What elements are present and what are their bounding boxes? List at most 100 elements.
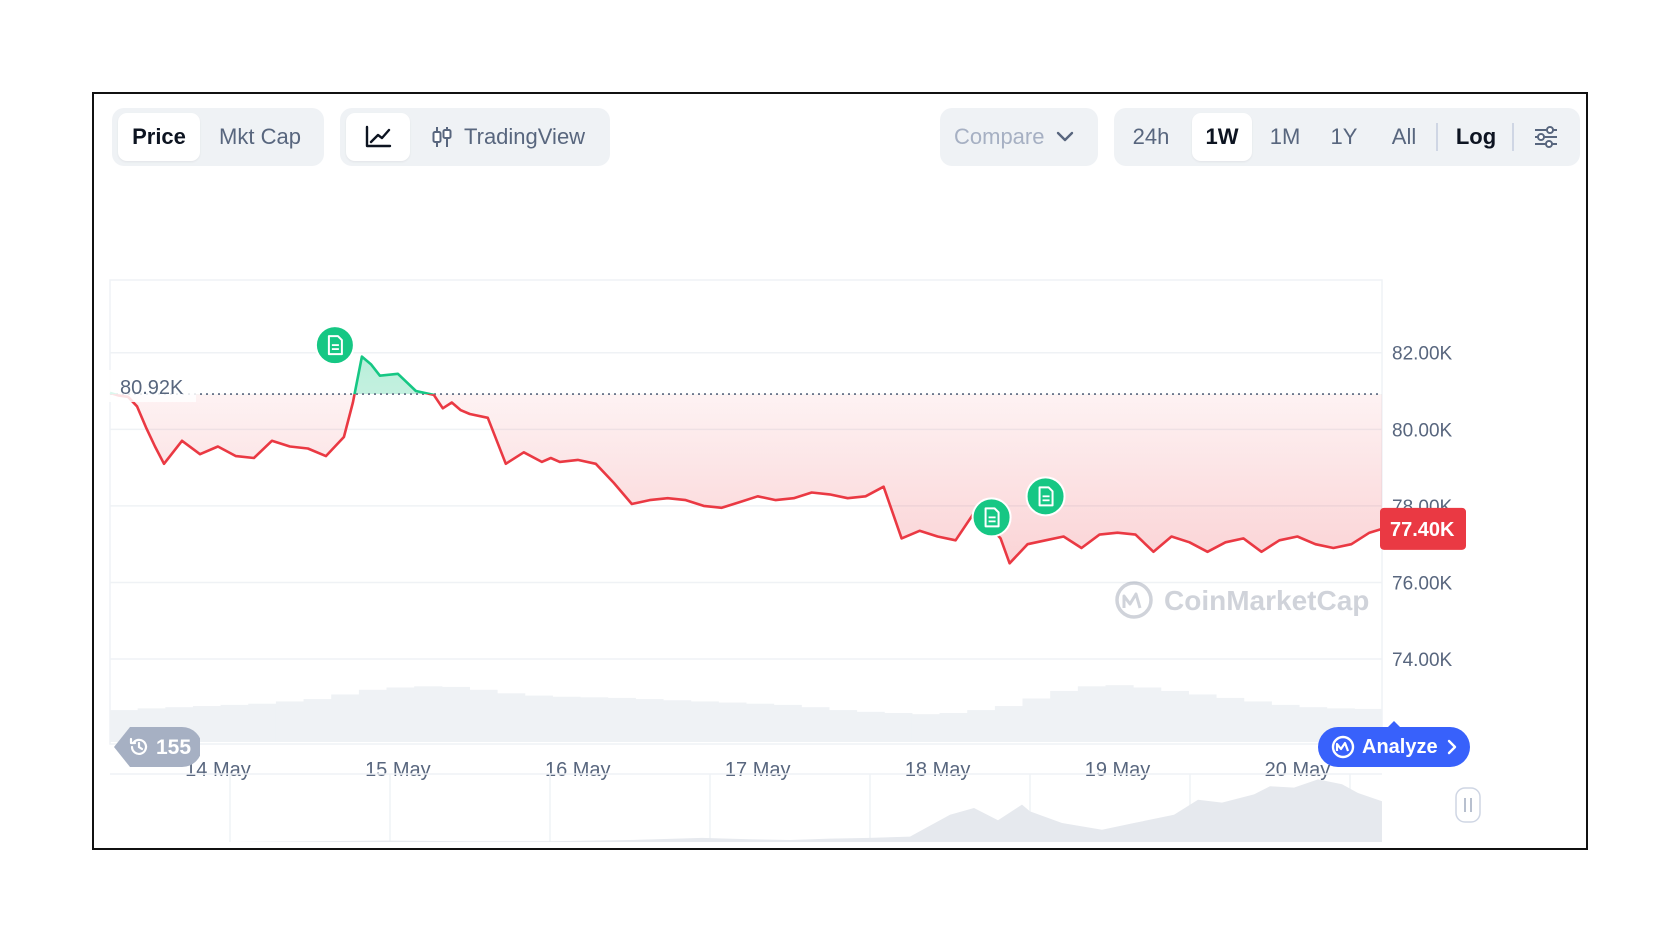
volume-bar [828,710,858,742]
watermark-text: CoinMarketCap [1164,585,1369,616]
x-tick-label: 17 May [725,759,791,781]
x-tick-label: 14 May [185,759,251,781]
coinmarketcap-logo-icon [1331,735,1355,759]
area-below-baseline [113,394,1382,564]
volume-bar [967,710,996,742]
chevron-right-icon [1447,739,1456,755]
volume-bar [552,696,581,742]
document-icon [984,507,1000,528]
navigator-handle[interactable] [1455,787,1481,823]
compare-dropdown[interactable]: Compare [940,108,1098,166]
volume-bar [1022,698,1051,742]
range-1y[interactable]: 1Y [1330,124,1358,149]
analyze-label: Analyze [1362,735,1438,758]
sliders-icon [1535,126,1557,148]
volume-bar [1077,686,1106,742]
analyze-button[interactable]: Analyze [1318,727,1470,767]
range-divider [1436,123,1438,151]
event-markers [314,325,1066,538]
range-1w[interactable]: 1W [1192,113,1252,161]
range-all[interactable]: All [1391,124,1417,149]
chevron-down-icon [1057,131,1074,142]
volume-bar [718,702,747,742]
settings-button[interactable] [1518,113,1574,161]
price-chart: CoinMarketCap 80.92K 82.00K80.00K78.00K7… [108,279,1466,781]
area-above-baseline [110,356,1382,395]
volume-bar [1050,690,1079,742]
watermark: CoinMarketCap [1115,581,1369,619]
document-icon [327,335,343,356]
navigator-area [110,779,1382,842]
x-axis: 14 May 15 May 16 May 17 May 18 May 19 May 20 M… [185,759,1330,781]
baseline-label: 80.92K [120,377,184,399]
line-chart-button[interactable] [346,113,410,161]
volume-bar [773,704,802,742]
volume-bar [1105,685,1134,742]
settings-divider [1512,123,1514,151]
volume-bar [303,699,332,742]
volume-bar [856,711,885,742]
x-tick-label: 19 May [1085,759,1151,781]
history-icon [129,737,148,755]
volume-bar [386,687,415,742]
history-count: 155 [156,736,192,759]
range-24h[interactable]: 24h [1132,124,1170,149]
current-price-tag: 77.40K [1380,507,1466,550]
volume-bar [358,689,388,742]
x-tick-label: 15 May [365,759,431,781]
analyze-pointer [1386,721,1402,729]
volume-bar [524,695,553,742]
document-icon [1038,486,1054,507]
tab-price[interactable]: Price [118,113,200,161]
y-tick-label: 82.00K [1392,344,1453,365]
volume-bar [1133,687,1162,742]
line-chart-icon [365,125,392,148]
y-tick-label: 80.00K [1392,420,1453,441]
volume-bar [497,693,526,742]
price-line-down [109,394,1383,565]
volume-bar [1160,690,1189,742]
chart-type-toggle: TradingView [340,108,610,166]
volume-bar [690,701,719,742]
candlestick-icon [432,127,452,147]
volume-bar [1243,701,1272,742]
volume-bar [275,701,305,742]
range-1m[interactable]: 1M [1269,124,1301,149]
volume-bar [331,694,360,742]
volume-bar [911,714,941,742]
range-selector: 24h 1W 1M 1Y All Log [1114,108,1580,166]
volume-bar [220,704,249,742]
volume-bar [1188,694,1217,742]
volume-bar [663,700,692,742]
x-tick-label: 18 May [905,759,971,781]
current-price-label: 77.40K [1390,519,1455,541]
history-badge[interactable]: 155 [112,726,200,768]
log-toggle[interactable]: Log [1455,124,1497,149]
volume-bar [248,703,277,742]
volume-bar [469,689,498,742]
volume-bar [414,686,443,742]
volume-bars [110,685,1383,742]
x-tick-label: 16 May [545,759,611,781]
volume-bar [939,713,968,742]
news-event-icon [971,497,1012,538]
tradingview-label: TradingView [464,124,586,149]
tradingview-button[interactable]: TradingView [416,113,606,161]
volume-bar [607,697,636,742]
range-navigator: 20122014201620182020202220242026 [110,773,1481,842]
volume-bar [635,699,664,742]
volume-bar [1216,697,1245,742]
compare-label: Compare [954,124,1045,149]
news-event-icon [314,325,355,366]
volume-bar [1271,704,1300,742]
metric-toggle: Price Mkt Cap [112,108,324,166]
volume-bar [746,703,775,742]
volume-bar [441,686,470,742]
news-event-icon [1025,476,1066,517]
tab-mkt-cap[interactable]: Mkt Cap [219,124,301,149]
chart-widget: Price Mkt Cap TradingView Compare [92,92,1588,850]
volume-bar [580,697,609,742]
volume-bar [884,713,913,742]
x-tick-label: 20 May [1265,759,1331,781]
